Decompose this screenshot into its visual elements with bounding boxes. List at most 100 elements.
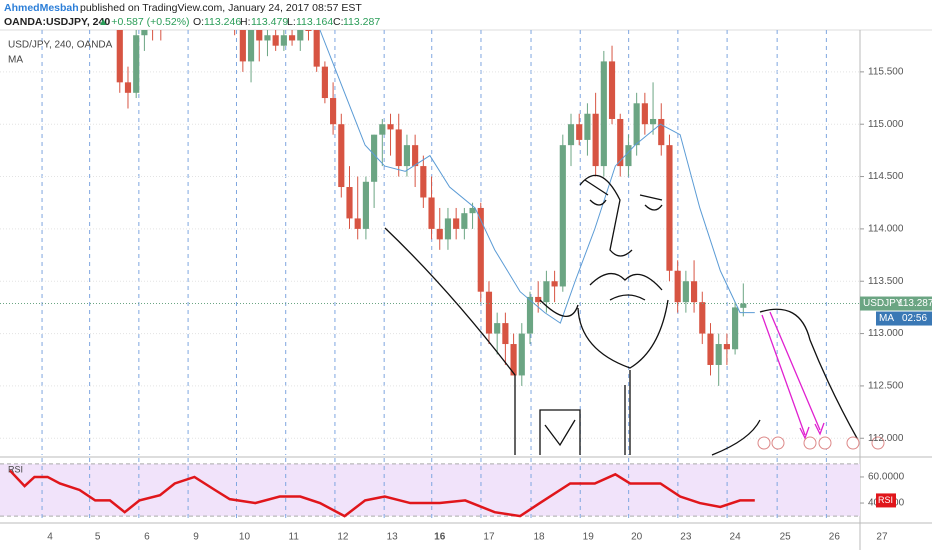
candle-body	[133, 35, 140, 93]
candle-body	[641, 103, 648, 125]
candle-body	[740, 303, 747, 308]
event-icons	[757, 436, 885, 450]
last-price-label: 113.287	[898, 298, 932, 309]
arrow-head	[799, 422, 825, 440]
candle-body	[346, 187, 353, 219]
indicator-name: MA	[8, 55, 23, 66]
candle-body	[543, 281, 550, 303]
candle-body	[707, 333, 714, 365]
rsi-tag-bg	[876, 493, 896, 508]
y-tick-label: 115.500	[868, 67, 904, 78]
change: ▲ +0.587 (+0.52%)	[98, 16, 190, 28]
x-tick-label: 24	[730, 532, 742, 543]
candle-body	[518, 333, 525, 376]
ma-tag-bg	[876, 311, 932, 326]
candle-body	[461, 213, 468, 229]
symbol-tag: USDJPY	[863, 298, 903, 309]
candle-body	[379, 124, 386, 135]
event-icon[interactable]	[871, 436, 885, 450]
candle-body	[584, 113, 591, 140]
y-tick-label: 113.000	[868, 328, 904, 339]
candle-body	[330, 98, 337, 125]
candle-body	[338, 124, 345, 188]
x-tick-label: 10	[239, 532, 251, 543]
countdown: 02:56	[902, 313, 927, 324]
candle-body	[239, 30, 246, 62]
y-tick-label: 115.000	[868, 119, 904, 130]
candle-body	[256, 30, 263, 41]
candle-body	[526, 296, 534, 334]
event-icon[interactable]	[818, 436, 832, 450]
o-label: O:	[193, 16, 204, 28]
sketch-mustache	[589, 273, 663, 301]
sketch-eyes	[584, 179, 663, 211]
c-value: 113.287	[343, 16, 380, 28]
event-icon[interactable]	[846, 436, 860, 450]
x-tick-label: 26	[829, 532, 841, 543]
ma-tag: MA	[879, 313, 894, 324]
candle-body	[362, 181, 369, 229]
candle-body	[387, 124, 394, 130]
candle-body	[723, 344, 730, 350]
candle-body	[272, 35, 279, 46]
x-tick-label: 17	[483, 532, 495, 543]
candle-body	[444, 218, 452, 240]
l-value: 113.164	[296, 16, 333, 28]
rsi-tag: RSI	[878, 495, 893, 505]
x-tick-label: 27	[876, 532, 888, 543]
c-label: C:	[333, 16, 344, 28]
sketch	[384, 174, 859, 456]
candle-body	[691, 281, 698, 303]
rsi-line	[8, 469, 755, 518]
marks	[0, 29, 860, 518]
y-tick-label: 113.500	[868, 276, 904, 287]
l-label: L:	[287, 16, 296, 28]
candle-body	[682, 281, 689, 303]
event-icon[interactable]	[771, 436, 785, 450]
ma-line	[319, 29, 755, 324]
author[interactable]: AhmedMesbah	[4, 2, 79, 14]
ohlc-header: OANDA:USDJPY, 240 ▲ +0.587 (+0.52%) O: 1…	[4, 16, 380, 28]
symbol-tag-bg	[860, 296, 932, 311]
candle-body	[116, 30, 123, 83]
candle-body	[453, 218, 460, 229]
candle-body	[666, 145, 673, 271]
candle-body	[428, 197, 435, 229]
candle-body	[412, 145, 419, 167]
candle-body	[551, 281, 558, 287]
o-value: 113.246	[204, 16, 241, 28]
x-tick-label: 25	[780, 532, 792, 543]
sketch-pocket	[539, 409, 581, 455]
x-tick-label: 16	[434, 532, 446, 543]
h-value: 113.479	[251, 16, 288, 28]
candle-body	[321, 66, 328, 99]
x-tick-label: 6	[144, 532, 150, 543]
h-label: H:	[240, 16, 251, 28]
candle-body	[395, 129, 402, 167]
x-tick-label: 4	[47, 532, 53, 543]
candle-body	[510, 344, 517, 376]
published: published on TradingView.com, January 24…	[80, 2, 362, 14]
event-icon[interactable]	[757, 436, 771, 450]
candle-body	[674, 270, 681, 303]
candle-body	[494, 323, 501, 334]
candle-body	[264, 35, 271, 41]
candle-body	[288, 35, 296, 41]
candle-body	[559, 145, 566, 287]
sketch-face	[577, 299, 669, 369]
x-tick-label: 9	[193, 532, 199, 543]
event-icon[interactable]	[803, 436, 817, 450]
candle-body	[608, 61, 616, 119]
candle-body	[732, 307, 739, 350]
x-tick-label: 19	[583, 532, 595, 543]
rsi-legend: RSI	[8, 464, 23, 474]
sketch-line	[384, 227, 516, 455]
candle-body	[403, 145, 411, 167]
sketch-line	[759, 308, 859, 441]
y-tick-label: 112.500	[868, 381, 904, 392]
candle-body	[141, 30, 148, 36]
sketch-body	[624, 370, 631, 455]
y-tick-label: 114.500	[868, 171, 904, 182]
x-tick-label: 11	[289, 532, 300, 543]
candle-body	[420, 166, 427, 198]
